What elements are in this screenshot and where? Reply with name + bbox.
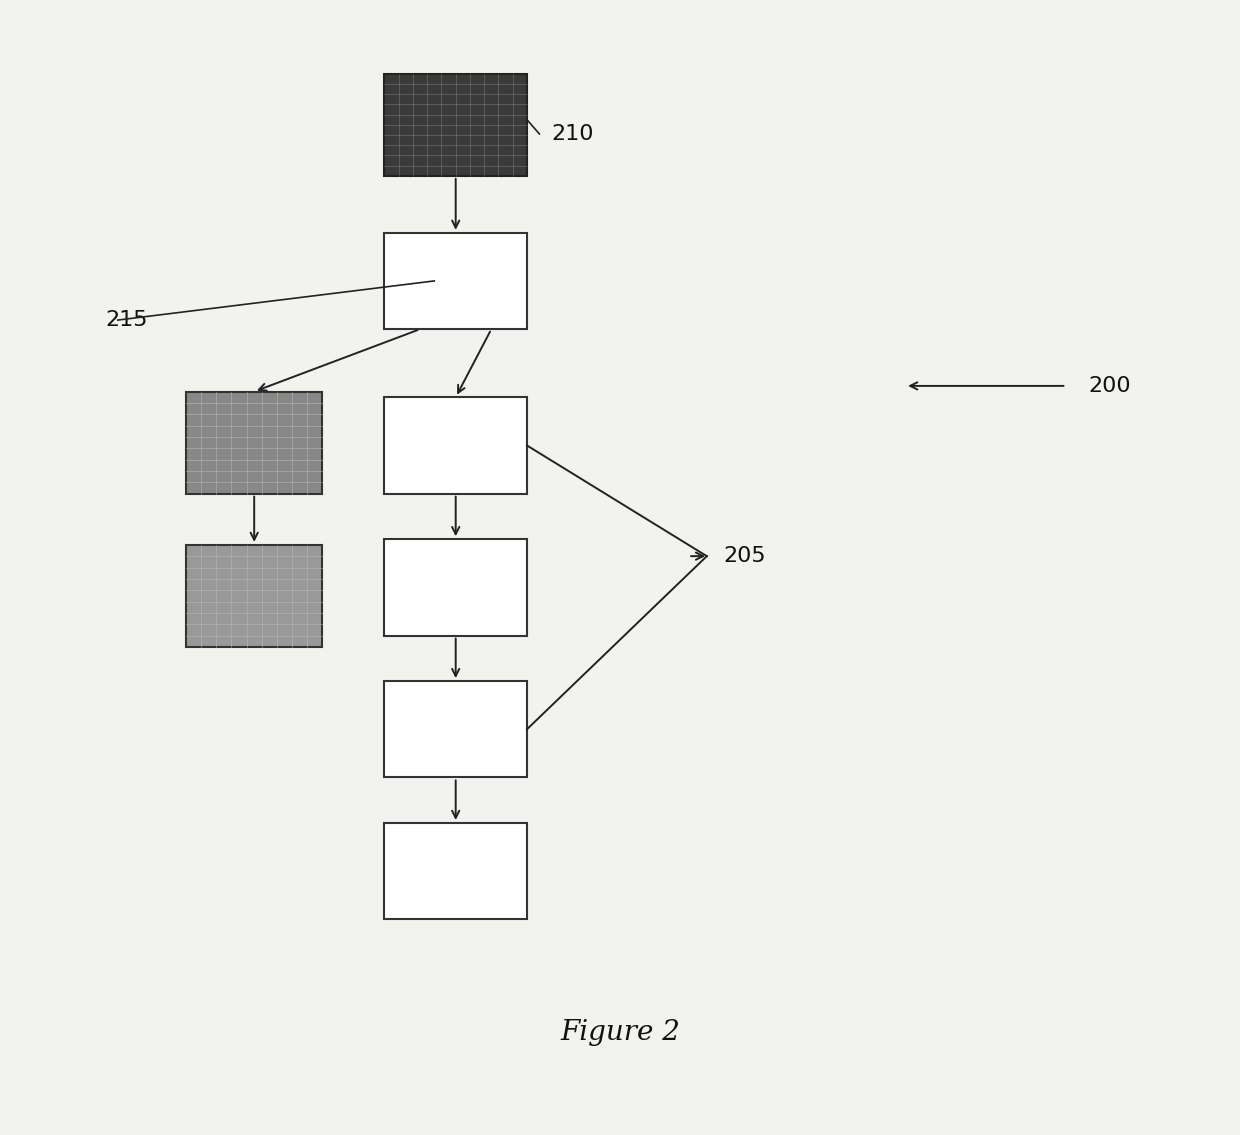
Bar — [384, 823, 527, 919]
Bar — [384, 681, 527, 777]
Text: 215: 215 — [105, 310, 148, 330]
Text: 210: 210 — [552, 124, 594, 144]
Bar — [384, 74, 527, 176]
Bar — [186, 392, 322, 494]
Bar — [384, 233, 527, 329]
Text: Figure 2: Figure 2 — [560, 1019, 680, 1046]
Bar — [384, 397, 527, 494]
Text: 200: 200 — [1089, 376, 1131, 396]
Text: 205: 205 — [723, 546, 765, 566]
Bar — [384, 539, 527, 636]
Bar — [186, 545, 322, 647]
